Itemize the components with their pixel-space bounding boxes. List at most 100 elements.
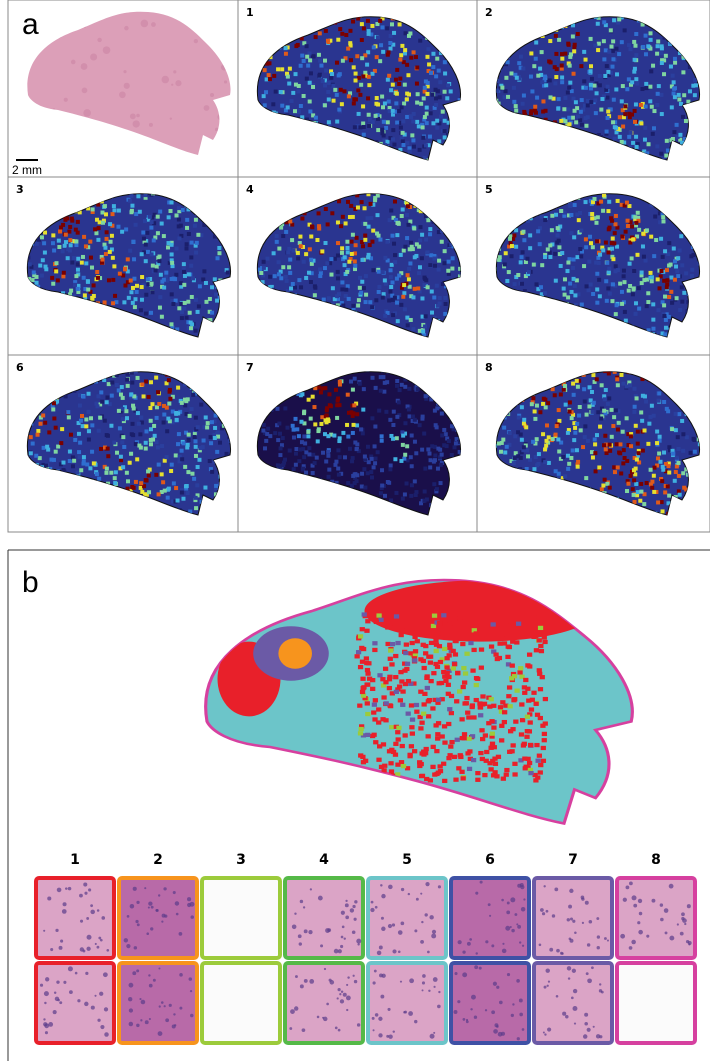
heatmap-pixel — [520, 282, 524, 286]
heatmap-pixel — [690, 268, 694, 272]
heatmap-pixel — [573, 293, 577, 297]
heatmap-pixel — [646, 44, 650, 48]
heatmap-pixel — [360, 38, 364, 42]
heatmap-pixel — [620, 140, 624, 144]
heatmap-pixel — [119, 455, 123, 459]
heatmap-pixel — [279, 226, 283, 230]
heatmap-pixel — [402, 102, 406, 106]
heatmap-pixel — [613, 137, 617, 141]
heatmap-pixel — [182, 307, 186, 311]
map-label: 5 — [485, 183, 493, 196]
texture — [136, 114, 140, 118]
heatmap-pixel — [534, 111, 538, 115]
heatmap-pixel — [634, 135, 638, 139]
heatmap-pixel — [186, 470, 190, 474]
heatmap-pixel — [436, 467, 440, 471]
heatmap-pixel — [39, 422, 43, 426]
heatmap-pixel — [590, 212, 594, 216]
heatmap-pixel — [559, 119, 563, 123]
heatmap-pixel — [362, 133, 366, 137]
heatmap-pixel — [176, 442, 180, 446]
heatmap-pixel — [636, 211, 640, 215]
heatmap-pixel — [534, 57, 538, 61]
heatmap-pixel — [183, 398, 187, 402]
heatmap-pixel — [610, 247, 614, 251]
heatmap-pixel — [618, 115, 622, 119]
heatmap-pixel — [416, 286, 420, 290]
heatmap-pixel — [114, 470, 118, 474]
heatmap-pixel — [203, 486, 207, 490]
heatmap-pixel — [96, 404, 100, 408]
heatmap-pixel — [605, 64, 609, 68]
heatmap-pixel — [400, 44, 404, 48]
heatmap-pixel — [644, 34, 648, 38]
heatmap-pixel — [413, 287, 417, 291]
heatmap-pixel — [403, 83, 407, 87]
heatmap-pixel — [559, 209, 563, 213]
heatmap-pixel — [411, 327, 415, 331]
heatmap-pixel — [644, 82, 648, 86]
heatmap-pixel — [649, 271, 653, 275]
heatmap-pixel — [358, 286, 362, 290]
heatmap-pixel — [63, 244, 67, 248]
heatmap-pixel — [429, 458, 433, 462]
heatmap-pixel — [331, 286, 335, 290]
heatmap-pixel — [133, 297, 137, 301]
heatmap-pixel — [291, 282, 295, 286]
heatmap-pixel — [130, 204, 134, 208]
heatmap-pixel — [675, 123, 679, 127]
heatmap-pixel — [607, 50, 611, 54]
heatmap-pixel — [302, 260, 306, 264]
heatmap-pixel — [101, 221, 105, 225]
heatmap-pixel — [535, 96, 539, 100]
heatmap-pixel — [68, 238, 72, 242]
heatmap-pixel — [185, 226, 189, 230]
heatmap-pixel — [91, 207, 95, 211]
heatmap-pixel — [52, 416, 56, 420]
texture — [124, 26, 128, 30]
heatmap-pixel — [343, 455, 347, 459]
heatmap-pixel — [438, 80, 442, 84]
heatmap-pixel — [399, 253, 403, 257]
heatmap-pixel — [34, 454, 38, 458]
heatmap-pixel — [144, 293, 148, 297]
heatmap-pixel — [174, 273, 178, 277]
heatmap-pixel — [438, 448, 442, 452]
heatmap-pixel — [563, 293, 567, 297]
heatmap-pixel — [131, 422, 135, 426]
heatmap-pixel — [634, 312, 638, 316]
heatmap-pixel — [548, 255, 552, 259]
heatmap-pixel — [503, 262, 507, 266]
heatmap-pixel — [304, 471, 308, 475]
heatmap-pixel — [361, 104, 365, 108]
heatmap-pixel — [656, 39, 660, 43]
heatmap-pixel — [198, 284, 202, 288]
heatmap-pixel — [424, 314, 428, 318]
heatmap-pixel — [337, 108, 341, 112]
heatmap-pixel — [669, 263, 673, 267]
heatmap-pixel — [406, 273, 410, 277]
heatmap-pixel — [167, 378, 171, 382]
heatmap-pixel — [623, 112, 627, 116]
heatmap-pixel — [186, 300, 190, 304]
heatmap-pixel — [669, 276, 673, 280]
heatmap-pixel — [572, 235, 576, 239]
heatmap-pixel — [170, 463, 174, 467]
heatmap-pixel — [417, 245, 421, 249]
heatmap-pixel — [376, 128, 380, 132]
heatmap-pixel — [610, 241, 614, 245]
heatmap-pixel — [313, 286, 317, 290]
heatmap-pixel — [614, 126, 618, 130]
heatmap-pixel — [176, 499, 180, 503]
heatmap-pixel — [433, 264, 437, 268]
heatmap-pixel — [541, 110, 545, 114]
heatmap-pixel — [407, 407, 411, 411]
heatmap-pixel — [202, 439, 206, 443]
heatmap-pixel — [589, 241, 593, 245]
heatmap-pixel — [326, 454, 330, 458]
heatmap-pixel — [146, 277, 150, 281]
heatmap-pixel — [317, 427, 321, 431]
heatmap-pixel — [560, 80, 564, 84]
heatmap-pixel — [614, 214, 618, 218]
heatmap-pixel — [615, 72, 619, 76]
